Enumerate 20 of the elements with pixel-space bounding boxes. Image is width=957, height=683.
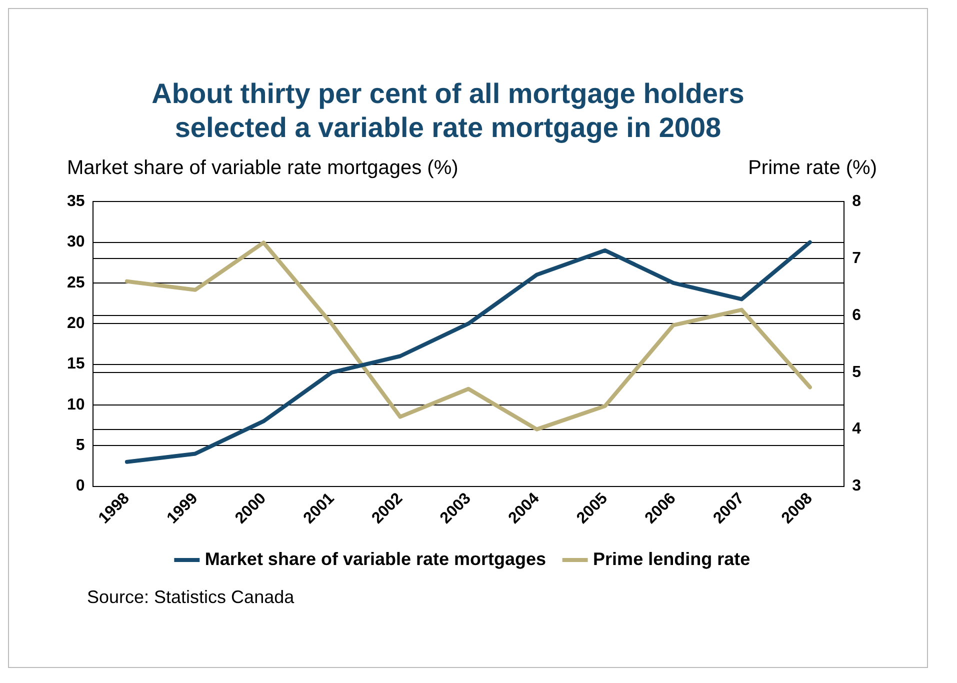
- y-tick-label: 10: [67, 396, 85, 414]
- legend-label: Market share of variable rate mortgages: [204, 548, 546, 569]
- y-tick-label: 15: [67, 356, 85, 373]
- y2-axis-title: Prime rate (%): [748, 157, 877, 180]
- chart-title: About thirty per cent of all mortgage holders selected a variable rate mortgage in 2008: [150, 77, 746, 145]
- source-note: Source: Statistics Canada: [87, 587, 296, 608]
- y-tick-label: 25: [67, 274, 85, 292]
- y2-tick-label: 4: [852, 420, 862, 438]
- y-tick-label: 20: [67, 315, 85, 332]
- y2-tick-label: 3: [852, 478, 862, 495]
- y-tick-label: 5: [76, 436, 85, 454]
- y-axis-title: Market share of variable rate mortgages (%): [67, 157, 458, 180]
- y2-tick-label: 8: [852, 193, 862, 210]
- legend-label: Prime lending rate: [593, 548, 750, 569]
- y-tick-label: 0: [76, 478, 85, 495]
- y2-tick-label: 7: [852, 250, 862, 267]
- y2-tick-label: 5: [852, 364, 862, 381]
- y2-tick-label: 6: [852, 306, 862, 324]
- y-tick-label: 35: [67, 193, 85, 210]
- y-tick-label: 30: [67, 234, 85, 251]
